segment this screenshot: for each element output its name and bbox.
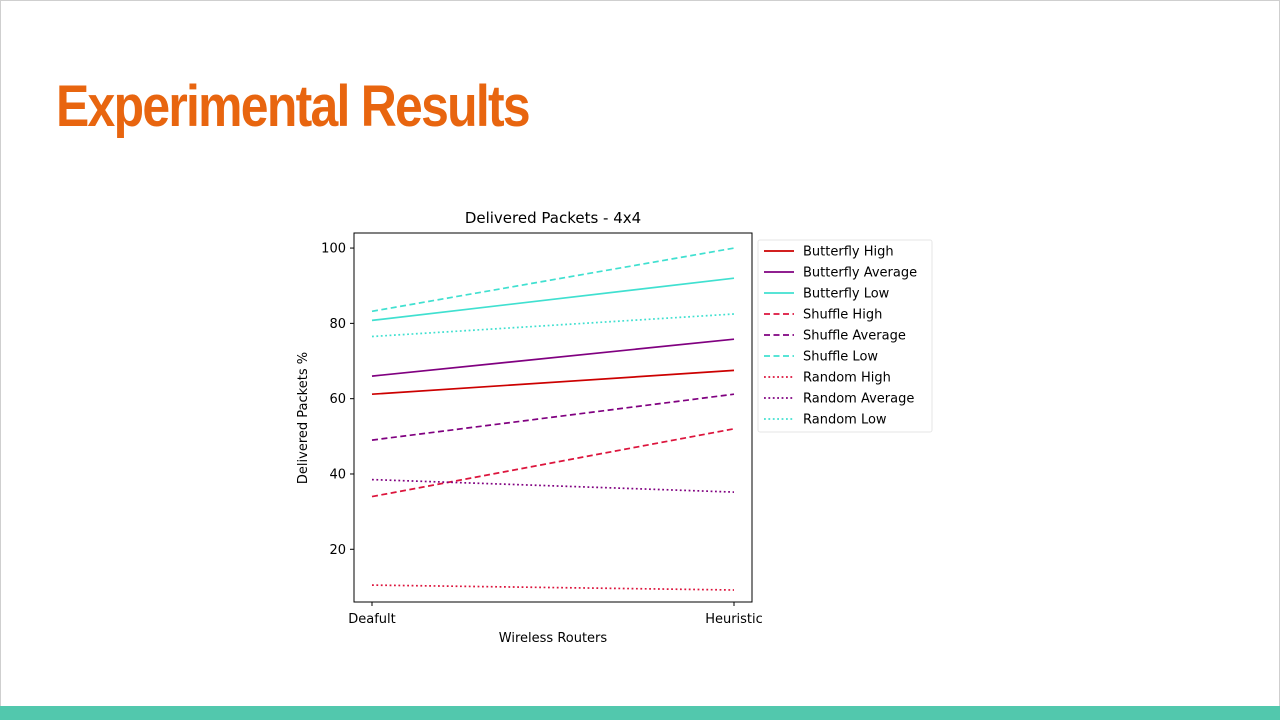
legend-entry: Butterfly Average bbox=[803, 266, 917, 281]
legend-box bbox=[757, 239, 933, 433]
y-tick-label: 40 bbox=[329, 467, 346, 482]
legend-entry: Shuffle Low bbox=[803, 350, 878, 365]
legend-entry: Butterfly High bbox=[803, 245, 894, 260]
chart-title: Delivered Packets - 4x4 bbox=[465, 209, 641, 227]
series-line bbox=[371, 584, 735, 591]
y-tick-label: 20 bbox=[329, 543, 346, 558]
legend: Butterfly High Butterfly Average Butterfly… bbox=[757, 239, 933, 433]
series-lines bbox=[371, 247, 735, 591]
x-axis-label: Wireless Routers bbox=[499, 631, 608, 646]
legend-entry: Random Average bbox=[803, 392, 914, 407]
y-tick-label: 100 bbox=[321, 242, 346, 257]
y-axis-ticks: 20 40 60 80 100 bbox=[321, 242, 354, 558]
bottom-accent-bar bbox=[0, 706, 1280, 720]
series-line bbox=[371, 427, 735, 498]
series-line bbox=[371, 247, 735, 313]
legend-entry: Shuffle Average bbox=[803, 329, 906, 344]
x-tick-label: Deafult bbox=[348, 612, 396, 627]
legend-entry: Random High bbox=[803, 371, 891, 386]
legend-entry: Random Low bbox=[803, 413, 887, 428]
series-line bbox=[371, 478, 735, 493]
legend-entry: Butterfly Low bbox=[803, 287, 890, 302]
series-line bbox=[371, 313, 735, 338]
y-axis-label: Delivered Packets % bbox=[296, 352, 311, 484]
plot-area bbox=[353, 232, 753, 603]
y-tick-label: 80 bbox=[329, 317, 346, 332]
legend-entry: Shuffle High bbox=[803, 308, 882, 323]
series-line bbox=[371, 338, 735, 377]
slide-title: Experimental Results bbox=[56, 74, 531, 139]
x-axis-ticks: Deafult Heuristic bbox=[348, 602, 763, 627]
series-line bbox=[371, 277, 735, 322]
series-line bbox=[371, 369, 735, 396]
y-tick-label: 60 bbox=[329, 392, 346, 407]
x-tick-label: Heuristic bbox=[705, 612, 763, 627]
series-line bbox=[371, 393, 735, 441]
